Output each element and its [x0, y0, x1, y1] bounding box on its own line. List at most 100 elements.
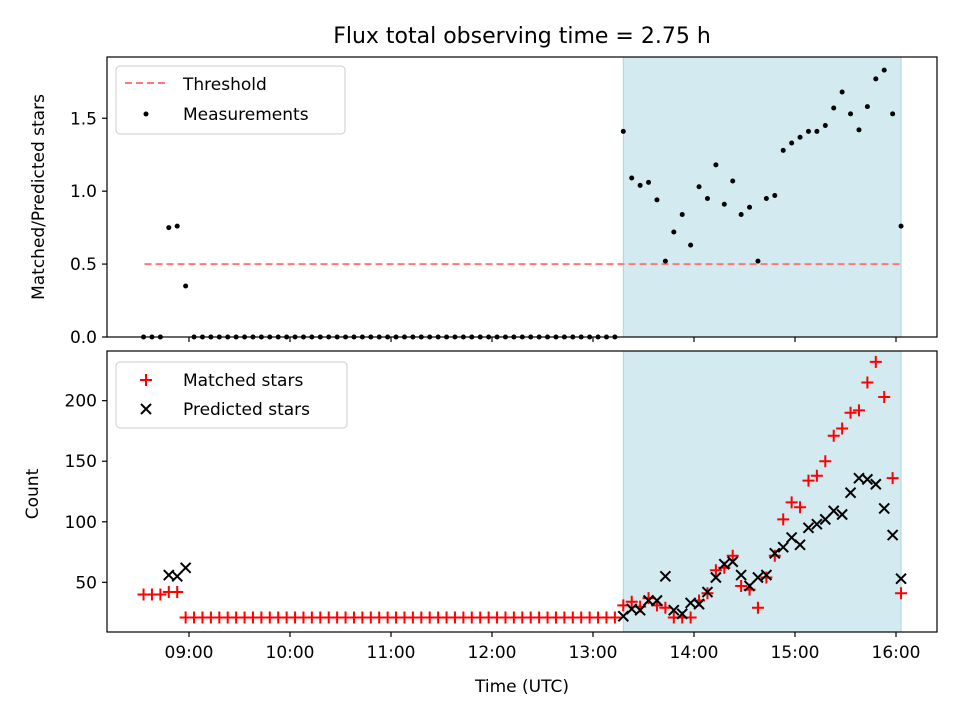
matched-star-point	[836, 422, 849, 435]
x-tick-label: 13:00	[569, 643, 618, 663]
x-tick-label: 15:00	[771, 643, 820, 663]
measurement-point	[780, 147, 786, 153]
matched-star-point	[625, 595, 638, 608]
matched-star-point	[726, 549, 739, 562]
matched-star-point	[895, 587, 908, 600]
x-tick-label: 16:00	[872, 643, 921, 663]
measurement-point	[671, 229, 677, 235]
predicted-star-point	[710, 571, 722, 584]
measurement-point	[646, 179, 652, 185]
count-panel: 50 100 150 200 09:00 10:00 11:00 12:00 13:00 14:…	[23, 350, 938, 697]
measurement-point	[654, 197, 660, 203]
predicted-star-point	[886, 529, 899, 541]
predicted-star-point	[693, 598, 705, 610]
predicted-legend-swatch	[140, 403, 152, 415]
matched-star-point	[642, 592, 655, 605]
matched-star-point	[819, 455, 832, 468]
measurement-point	[738, 212, 744, 217]
matched-star-point	[886, 472, 899, 485]
predicted-star-point	[651, 594, 663, 607]
x-tick-label: 12:00	[468, 643, 517, 663]
measurement-point	[620, 128, 626, 134]
matched-star-point	[869, 355, 882, 368]
measurement-point	[797, 134, 803, 140]
matched-star-point	[852, 404, 865, 417]
matched-star-point	[794, 501, 807, 514]
predicted-star-point	[701, 586, 714, 598]
x-tick-label: 09:00	[165, 643, 214, 663]
measurements-legend-swatch	[143, 111, 149, 117]
measurement-point	[730, 178, 736, 184]
count-x-axis: 09:00 10:00 11:00 12:00 13:00 14:00 15:00 16:00	[165, 632, 921, 663]
measurement-point	[898, 223, 904, 229]
measurement-point	[704, 195, 710, 201]
legend-label-measurements: Measurements	[183, 105, 309, 125]
matched-star-point	[802, 474, 815, 487]
ratio-y-tick-label: 0.5	[70, 255, 97, 275]
matched-star-point	[154, 588, 167, 601]
figure-title: Flux total observing time = 2.75 h	[333, 24, 711, 49]
matched-star-point	[760, 571, 773, 584]
x-tick-label: 10:00	[266, 643, 315, 663]
matched-star-point	[827, 429, 840, 442]
ratio-y-axis-label: Matched/Predicted stars	[29, 94, 49, 300]
measurement-point	[873, 76, 879, 82]
count-y-tick-label: 150	[65, 452, 97, 472]
predicted-star-point	[760, 569, 773, 581]
legend-label-predicted: Predicted stars	[183, 400, 310, 420]
predicted-star-point	[870, 478, 882, 490]
x-tick-label: 14:00	[670, 643, 719, 663]
ratio-axes-frame	[106, 56, 938, 338]
ratio-legend-box	[115, 65, 346, 135]
count-y-axis: 50 100 150 200	[65, 392, 107, 593]
count-y-tick-label: 100	[65, 513, 97, 533]
matched-star-point	[751, 601, 764, 614]
measurement-point	[831, 105, 837, 111]
measurement-point	[856, 127, 862, 133]
x-tick-label: 11:00	[367, 643, 416, 663]
observing-interval-shade	[622, 56, 902, 338]
predicted-star-point	[171, 570, 183, 582]
measurement-point	[166, 225, 172, 231]
predicted-star-point	[676, 608, 688, 620]
predicted-star-point	[878, 502, 890, 515]
measurement-point	[805, 128, 811, 134]
legend-label-matched: Matched stars	[183, 371, 303, 391]
predicted-star-point	[659, 570, 672, 582]
measurement-point	[696, 184, 702, 190]
measurement-point	[763, 195, 769, 201]
predicted-star-point	[828, 505, 840, 517]
matched-star-point	[608, 611, 621, 624]
ratio-x-axis	[188, 337, 897, 342]
predicted-star-point	[802, 522, 815, 534]
measurement-point	[755, 258, 761, 264]
measurement-point	[890, 111, 896, 117]
predicted-star-point	[752, 571, 764, 584]
predicted-star-point	[668, 604, 680, 616]
measurement-point	[789, 140, 795, 146]
matched-star-point	[171, 586, 184, 599]
matched-star-point	[777, 513, 790, 526]
measurement-point	[864, 104, 870, 110]
predicted-star-point	[844, 487, 857, 499]
predicted-star-point	[811, 518, 823, 530]
measurement-point	[839, 89, 845, 95]
ratio-y-tick-label: 0.0	[70, 328, 97, 348]
count-y-axis-label: Count	[23, 468, 43, 519]
measurement-point	[679, 212, 685, 217]
matched-star-point	[844, 406, 857, 419]
ratio-y-tick-label: 1.0	[70, 182, 97, 202]
measurement-point	[814, 128, 820, 134]
measurement-point	[637, 182, 643, 188]
measurement-point	[174, 223, 180, 229]
count-legend: Matched stars Predicted stars	[115, 361, 348, 429]
matched-star-point	[785, 496, 798, 509]
ratio-y-axis: 0.0 0.5 1.0 1.5	[70, 109, 107, 348]
predicted-star-point	[777, 541, 789, 553]
predicted-star-point	[895, 572, 907, 585]
legend-label-threshold: Threshold	[182, 75, 267, 95]
measurement-point	[848, 111, 854, 117]
predicted-star-point	[769, 547, 781, 559]
